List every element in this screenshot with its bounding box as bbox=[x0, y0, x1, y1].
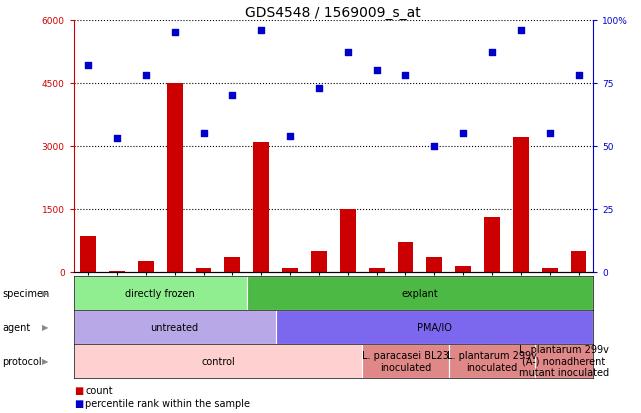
Text: ■: ■ bbox=[74, 398, 83, 408]
Point bbox=[342, 50, 353, 57]
Point bbox=[400, 73, 410, 79]
Text: untreated: untreated bbox=[151, 322, 199, 332]
Point bbox=[199, 131, 209, 137]
Point bbox=[458, 131, 468, 137]
Text: ▶: ▶ bbox=[42, 356, 49, 366]
Bar bbox=[196, 269, 212, 272]
Text: L. plantarum 299v
inoculated: L. plantarum 299v inoculated bbox=[447, 350, 537, 372]
Point bbox=[545, 131, 555, 137]
Text: L. paracasei BL23
inoculated: L. paracasei BL23 inoculated bbox=[362, 350, 449, 372]
Point bbox=[112, 135, 122, 142]
Bar bbox=[340, 209, 356, 272]
Text: count: count bbox=[85, 385, 113, 395]
Point bbox=[372, 68, 382, 74]
Text: explant: explant bbox=[401, 288, 438, 298]
Point bbox=[228, 93, 238, 100]
Text: specimen: specimen bbox=[2, 288, 49, 298]
Bar bbox=[449, 344, 535, 378]
Text: agent: agent bbox=[2, 322, 30, 332]
Text: ■: ■ bbox=[74, 385, 83, 395]
Bar bbox=[311, 251, 327, 272]
Bar bbox=[74, 276, 247, 310]
Point bbox=[574, 73, 584, 79]
Bar bbox=[247, 276, 593, 310]
Text: control: control bbox=[201, 356, 235, 366]
Bar bbox=[535, 344, 593, 378]
Bar bbox=[167, 83, 183, 272]
Point bbox=[487, 50, 497, 57]
Bar bbox=[542, 269, 558, 272]
Bar bbox=[138, 262, 154, 272]
Text: percentile rank within the sample: percentile rank within the sample bbox=[85, 398, 250, 408]
Text: ▶: ▶ bbox=[42, 289, 49, 298]
Point bbox=[429, 143, 440, 150]
Point bbox=[314, 85, 324, 92]
Bar bbox=[362, 344, 449, 378]
Text: L. plantarum 299v
(A-) nonadherent
mutant inoculated: L. plantarum 299v (A-) nonadherent mutan… bbox=[519, 344, 609, 377]
Bar bbox=[455, 266, 471, 272]
Text: PMA/IO: PMA/IO bbox=[417, 322, 452, 332]
Point bbox=[256, 27, 267, 34]
Bar bbox=[513, 138, 529, 272]
Bar bbox=[369, 269, 385, 272]
Text: directly frozen: directly frozen bbox=[126, 288, 195, 298]
Bar bbox=[80, 237, 96, 272]
Bar bbox=[426, 257, 442, 272]
Bar bbox=[570, 251, 587, 272]
Bar bbox=[224, 257, 240, 272]
Text: protocol: protocol bbox=[2, 356, 42, 366]
Bar bbox=[109, 271, 125, 272]
Bar bbox=[74, 344, 362, 378]
Bar bbox=[253, 142, 269, 272]
Title: GDS4548 / 1569009_s_at: GDS4548 / 1569009_s_at bbox=[246, 6, 421, 20]
Bar bbox=[484, 218, 500, 272]
Point bbox=[285, 133, 295, 140]
Point bbox=[83, 63, 94, 69]
Point bbox=[169, 30, 179, 36]
Bar bbox=[282, 269, 298, 272]
Text: ▶: ▶ bbox=[42, 323, 49, 332]
Point bbox=[515, 27, 526, 34]
Bar bbox=[276, 310, 593, 344]
Point bbox=[140, 73, 151, 79]
Bar bbox=[74, 310, 276, 344]
Bar bbox=[397, 243, 413, 272]
